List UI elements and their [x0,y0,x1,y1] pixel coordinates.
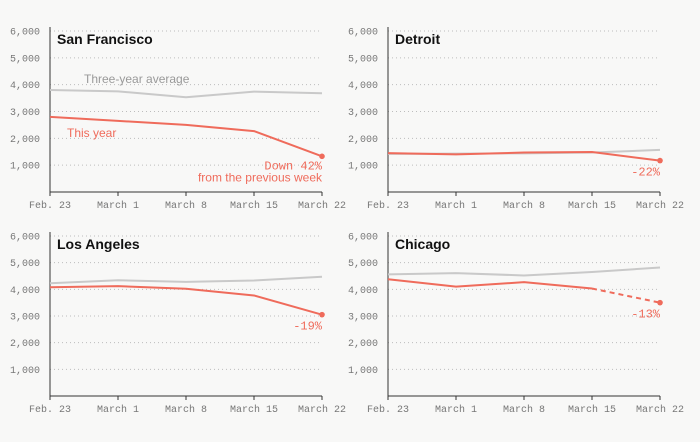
y-tick-label: 5,000 [10,54,40,65]
series-line [387,278,593,290]
series-line [387,266,661,277]
y-tick-label: 2,000 [10,135,40,146]
x-tick-label: March 22 [636,200,684,212]
panel-los-angeles: 1,000 2,000 3,000 4,000 5,000 6,000 Feb. 23 Mar… [10,232,346,416]
x-tick-label: Feb. 23 [367,404,409,416]
series-label-average: Three-year average [84,72,190,86]
chart-title: Detroit [395,31,440,47]
y-tick-label: 2,000 [348,339,378,350]
y-tick-label: 5,000 [348,54,378,65]
y-tick-label: 6,000 [10,233,40,244]
series-line [49,275,323,285]
change-label: Down 42% [264,159,322,173]
x-tick-label: March 8 [165,404,207,416]
y-tick-label: 6,000 [348,233,378,244]
x-tick-label: March 15 [230,200,278,212]
end-point [319,311,325,318]
x-tick-label: March 15 [230,404,278,416]
y-tick-label: 2,000 [10,339,40,350]
series-line [49,285,323,316]
series-line [387,151,661,162]
y-tick-label: 4,000 [10,286,40,297]
y-tick-label: 1,000 [348,162,378,173]
y-tick-label: 4,000 [348,286,378,297]
y-tick-label: 2,000 [348,135,378,146]
x-tick-label: March 1 [435,200,477,212]
series-line [49,115,323,158]
series-this-year [387,151,663,164]
panel-san-francisco: 1,000 2,000 3,000 4,000 5,000 6,000 Feb. 23 Mar… [10,27,346,212]
panel-detroit: 1,000 2,000 3,000 4,000 5,000 6,000 Feb. 23 Mar… [348,27,684,212]
x-tick-label: March 8 [503,200,545,212]
y-tick-label: 3,000 [10,108,40,119]
chart-title: Los Angeles [57,236,140,252]
x-tick-label: March 8 [503,404,545,416]
x-tick-label: March 22 [298,404,346,416]
change-label: -19% [293,320,323,334]
series-this-year [49,285,325,318]
x-tick-label: March 22 [636,404,684,416]
change-label: -22% [631,166,661,180]
chart-title: Chicago [395,236,450,252]
series-this-year [387,278,663,306]
x-tick-label: March 1 [97,404,139,416]
x-tick-label: Feb. 23 [367,200,409,212]
x-tick-label: March 1 [97,200,139,212]
y-tick-label: 3,000 [348,313,378,324]
x-tick-label: March 1 [435,404,477,416]
chart-title: San Francisco [57,31,153,47]
series-three-year-average [49,89,323,99]
change-label-sub: from the previous week [198,170,323,184]
end-point [319,153,325,160]
series-three-year-average [387,266,661,277]
y-tick-label: 6,000 [10,28,40,39]
panel-chicago: 1,000 2,000 3,000 4,000 5,000 6,000 Feb. 23 Mar… [348,232,684,416]
y-tick-label: 6,000 [348,28,378,39]
y-tick-label: 1,000 [10,162,40,173]
y-tick-label: 3,000 [10,313,40,324]
series-label-this-year: This year [67,126,116,140]
x-tick-label: March 8 [165,200,207,212]
y-tick-label: 5,000 [348,259,378,270]
series-three-year-average [49,275,323,285]
end-point [657,157,663,164]
series-line [49,89,323,99]
x-tick-label: March 22 [298,200,346,212]
y-tick-label: 4,000 [10,81,40,92]
change-label: -13% [631,308,661,322]
x-tick-label: March 15 [568,200,616,212]
x-tick-label: March 15 [568,404,616,416]
series-line-projection [591,287,661,304]
y-tick-label: 4,000 [348,81,378,92]
x-tick-label: Feb. 23 [29,200,71,212]
y-tick-label: 5,000 [10,259,40,270]
y-tick-label: 1,000 [10,366,40,377]
y-tick-label: 3,000 [348,108,378,119]
y-tick-label: 1,000 [348,366,378,377]
series-this-year [49,115,325,160]
end-point [657,299,663,306]
x-tick-label: Feb. 23 [29,404,71,416]
